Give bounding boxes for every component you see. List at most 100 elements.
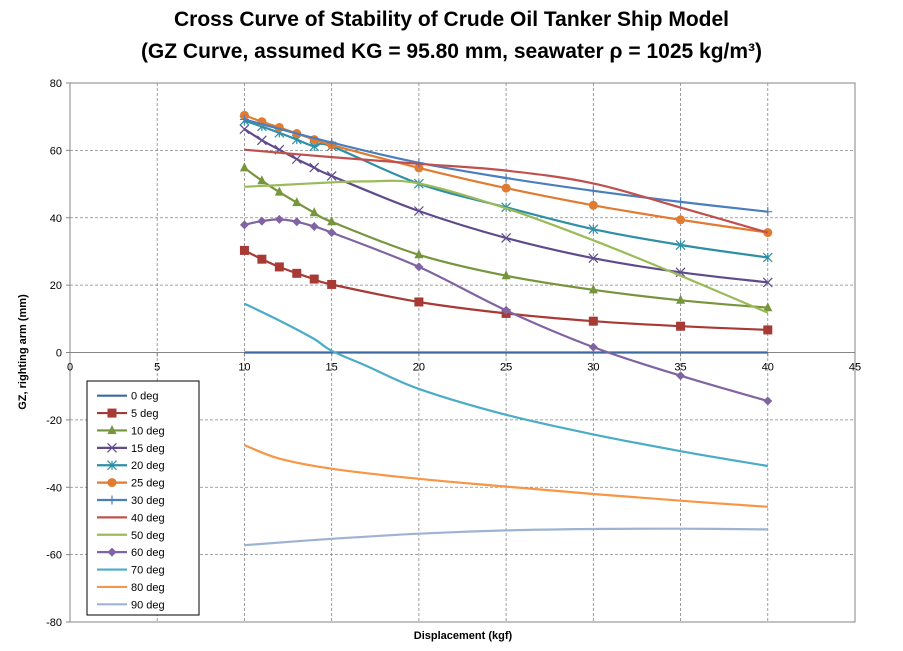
data-point	[292, 217, 302, 227]
data-point	[327, 216, 337, 226]
series-70-deg	[243, 302, 768, 468]
legend-label: 15 deg	[131, 443, 165, 455]
gridlines	[70, 83, 855, 622]
data-point	[588, 284, 598, 294]
series-15-deg	[239, 124, 773, 288]
data-point	[588, 253, 599, 264]
legend-item: 40 deg	[97, 512, 165, 524]
data-point	[588, 342, 598, 352]
data-point	[107, 408, 117, 418]
legend-item: 10 deg	[97, 424, 165, 437]
legend-box	[86, 380, 200, 616]
data-point	[414, 262, 424, 272]
data-point	[309, 162, 320, 173]
series-40-deg	[244, 148, 769, 234]
y-tick-label: 0	[56, 348, 62, 360]
data-point	[763, 207, 773, 217]
series-80-deg	[243, 444, 768, 508]
data-point	[292, 197, 302, 207]
legend: 0 deg 5 deg 10 deg 15 deg 20 deg 25 deg 30 deg…	[86, 380, 200, 616]
data-point	[501, 270, 511, 280]
x-axis-label: Displacement (kgf)	[414, 630, 513, 642]
data-point	[676, 294, 686, 304]
legend-item: 15 deg	[97, 443, 165, 455]
legend-label: 10 deg	[131, 425, 165, 437]
data-point	[327, 228, 337, 238]
data-point	[676, 371, 686, 381]
legend-label: 50 deg	[131, 530, 165, 542]
data-point	[588, 224, 599, 235]
x-tick-label: 35	[674, 362, 686, 374]
series-line	[243, 302, 768, 468]
x-tick-label: 10	[238, 362, 250, 374]
x-tick-label: 40	[762, 362, 774, 374]
data-point	[309, 274, 319, 284]
y-tick-label: -40	[46, 482, 62, 494]
legend-item: 70 deg	[97, 565, 165, 577]
data-point	[107, 478, 117, 488]
data-point	[501, 305, 511, 315]
data-point	[762, 277, 773, 288]
legend-label: 30 deg	[131, 495, 165, 507]
legend-label: 90 deg	[131, 599, 165, 611]
data-point	[414, 249, 424, 259]
data-point	[239, 114, 249, 124]
legend-item: 20 deg	[97, 460, 165, 472]
data-point	[239, 220, 249, 230]
data-point	[676, 197, 686, 207]
series-line	[244, 148, 769, 234]
data-point	[501, 173, 511, 183]
y-tick-label: 40	[50, 213, 62, 225]
data-point	[327, 279, 337, 289]
series-group	[239, 110, 773, 547]
data-point	[501, 233, 512, 243]
x-tick-labels: 0 5 10 15 20 25 30 35 40 45	[67, 362, 861, 374]
x-tick-label: 30	[587, 362, 599, 374]
x-tick-label: 20	[413, 362, 425, 374]
data-point	[414, 297, 424, 307]
x-tick-label: 45	[849, 362, 861, 374]
x-tick-label: 0	[67, 362, 73, 374]
data-point	[274, 262, 284, 272]
chart-subtitle: (GZ Curve, assumed KG = 95.80 mm, seawat…	[140, 40, 763, 63]
data-point	[309, 222, 319, 232]
data-point	[588, 316, 598, 326]
data-point	[763, 325, 773, 335]
data-point	[257, 254, 267, 264]
series-60-deg	[239, 214, 773, 406]
y-tick-label: -60	[46, 550, 62, 562]
data-point	[327, 138, 337, 148]
legend-item: 25 deg	[97, 478, 165, 490]
data-point	[107, 495, 117, 505]
legend-label: 60 deg	[131, 547, 165, 559]
legend-label: 70 deg	[131, 565, 165, 577]
y-tick-labels: 80 60 40 20 0 -20 -40 -60 -80	[46, 78, 62, 629]
legend-item: 60 deg	[97, 547, 165, 559]
data-point	[413, 206, 424, 216]
x-tick-label: 15	[326, 362, 338, 374]
data-point	[676, 321, 686, 331]
data-point	[107, 547, 117, 557]
data-point	[257, 175, 267, 185]
legend-item: 5 deg	[97, 408, 159, 420]
y-tick-label: 20	[50, 280, 62, 292]
data-point	[675, 240, 686, 250]
data-point	[414, 163, 424, 173]
data-point	[239, 162, 249, 172]
series-50-deg	[244, 179, 769, 314]
data-point	[309, 207, 319, 217]
legend-label: 5 deg	[131, 408, 159, 420]
data-point	[239, 124, 250, 135]
data-point	[239, 245, 249, 255]
chart-title: Cross Curve of Stability of Crude Oil Ta…	[173, 8, 730, 31]
data-point	[274, 214, 284, 224]
x-tick-label: 5	[154, 362, 160, 374]
legend-label: 80 deg	[131, 582, 165, 594]
series-line	[244, 179, 769, 314]
x-tick-label: 25	[500, 362, 512, 374]
y-tick-label: -80	[46, 617, 62, 629]
legend-item: 30 deg	[97, 495, 165, 507]
data-point	[588, 200, 598, 210]
